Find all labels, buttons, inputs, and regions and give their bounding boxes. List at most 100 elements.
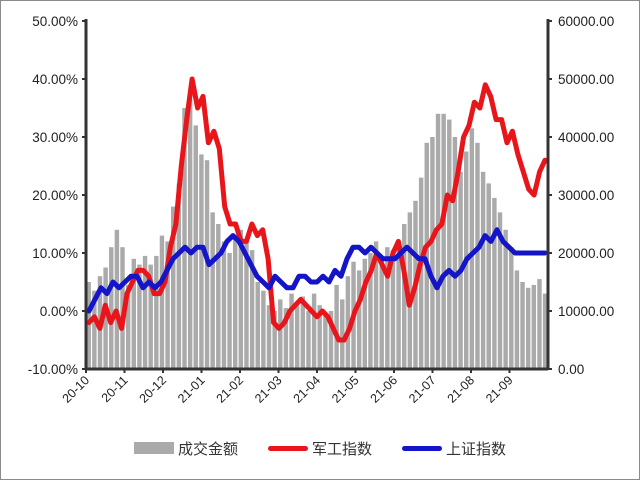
volume-bar <box>244 241 249 369</box>
volume-bar <box>294 305 300 369</box>
index-lines <box>86 76 548 343</box>
volume-bars <box>86 90 548 370</box>
right-axis-tick-label: 60000.00 <box>558 14 614 29</box>
volume-bar <box>176 183 182 369</box>
volume-bar <box>509 247 514 369</box>
volume-bar <box>171 206 176 369</box>
volume-bar <box>227 253 232 369</box>
x-axis-tick-label: 20-10 <box>60 373 93 406</box>
volume-bar <box>379 258 384 369</box>
right-axis-tick-label: 10000.00 <box>558 304 614 319</box>
x-axis-tick-label: 21-09 <box>483 373 516 406</box>
volume-bar <box>475 142 480 369</box>
bar-swatch-icon <box>133 442 174 454</box>
legend-label: 上证指数 <box>446 440 507 458</box>
volume-bar <box>182 108 187 369</box>
volume-bar <box>525 287 531 369</box>
volume-bar <box>328 311 334 369</box>
volume-bar <box>261 290 266 369</box>
legend-item-volume: 成交金额 <box>133 438 238 459</box>
volume-bar <box>154 255 159 369</box>
volume-bar <box>306 311 311 369</box>
x-axis-tick-label: 20-12 <box>137 373 170 406</box>
volume-bar <box>114 229 120 369</box>
volume-bar <box>165 241 170 369</box>
right-axis-tick-label: 50000.00 <box>558 72 614 87</box>
volume-bar <box>109 247 114 369</box>
volume-bar <box>187 90 193 369</box>
legend-label: 军工指数 <box>311 440 372 458</box>
volume-bar <box>221 241 227 369</box>
volume-bar <box>385 247 390 369</box>
volume-bar <box>210 212 215 369</box>
series-line <box>86 76 548 343</box>
volume-bar <box>255 282 260 369</box>
volume-bar <box>520 282 525 369</box>
volume-bar <box>216 224 221 369</box>
volume-bar <box>356 270 362 369</box>
volume-bar <box>232 235 238 369</box>
volume-bar <box>469 128 475 369</box>
volume-bar <box>418 177 424 369</box>
left-axis-tick-label: 10.00% <box>32 246 78 261</box>
left-axis-tick-label: 40.00% <box>32 72 78 87</box>
volume-bar <box>159 235 165 369</box>
left-axis-tick-label: 20.00% <box>32 188 78 203</box>
volume-bar <box>368 253 373 369</box>
x-axis-tick-label: 21-03 <box>252 373 285 406</box>
volume-bar <box>272 311 277 369</box>
x-axis-tick-label: 21-08 <box>445 373 478 406</box>
volume-bar <box>480 171 486 369</box>
volume-bar <box>148 264 153 369</box>
right-axis-tick-label: 20000.00 <box>558 246 614 261</box>
x-axis-tick-label: 21-05 <box>329 373 362 406</box>
x-axis-tick-label: 21-06 <box>368 373 401 406</box>
volume-bar <box>435 113 441 369</box>
volume-bar <box>86 282 91 369</box>
right-axis-tick-label: 40000.00 <box>558 130 614 145</box>
volume-bar <box>323 313 328 369</box>
volume-bar <box>283 308 289 369</box>
volume-bar <box>447 119 452 369</box>
volume-bar <box>486 183 491 369</box>
volume-bar <box>492 197 497 369</box>
volume-bar <box>137 264 142 369</box>
right-axis-tick-label: 30000.00 <box>558 188 614 203</box>
volume-bar <box>199 154 204 369</box>
volume-bar <box>289 293 294 369</box>
right-axis-tick-label: 0.00 <box>558 362 584 377</box>
x-axis-tick-label: 21-01 <box>175 373 208 406</box>
volume-bar <box>430 137 435 369</box>
volume-bar <box>278 299 283 369</box>
volume-bar <box>249 250 255 369</box>
volume-bar <box>362 258 368 369</box>
series-line <box>86 227 548 314</box>
legend-label: 成交金额 <box>177 440 238 458</box>
left-axis-tick-label: 50.00% <box>32 14 78 29</box>
volume-bar <box>402 224 407 369</box>
volume-bar <box>390 250 396 369</box>
left-axis-tick-label: -10.00% <box>28 362 78 377</box>
volume-bar <box>345 276 351 369</box>
x-axis-tick-label: 20-11 <box>99 373 131 405</box>
left-axis-tick-label: 0.00% <box>40 304 78 319</box>
volume-bar <box>424 142 429 369</box>
left-axis-tick-label: 30.00% <box>32 130 78 145</box>
volume-bar <box>317 305 322 369</box>
volume-bar <box>125 284 131 369</box>
volume-bar <box>131 258 137 369</box>
volume-bar <box>238 229 244 369</box>
volume-bar <box>537 279 542 369</box>
volume-bar <box>142 255 148 369</box>
volume-bar <box>542 293 548 369</box>
volume-bar <box>334 284 339 369</box>
x-axis-tick-label: 21-02 <box>214 373 247 406</box>
volume-bar <box>514 270 520 369</box>
volume-bar <box>497 212 503 369</box>
volume-bar <box>407 212 413 369</box>
volume-bar <box>92 290 97 369</box>
x-axis-tick-label: 21-07 <box>406 373 439 406</box>
volume-bar <box>452 137 458 369</box>
